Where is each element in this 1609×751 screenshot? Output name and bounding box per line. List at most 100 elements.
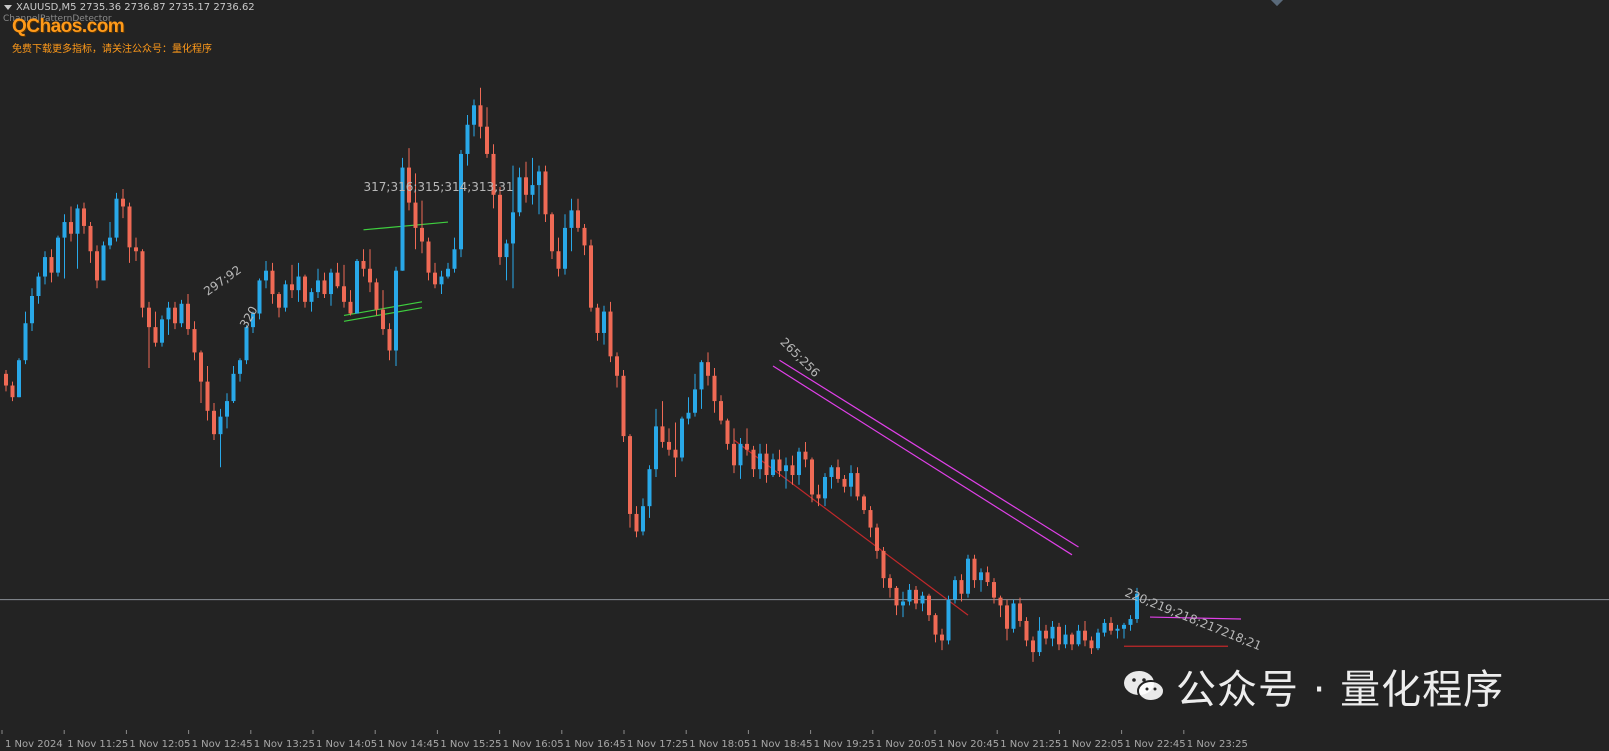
candle-bull[interactable] — [465, 124, 470, 154]
candle-bear[interactable] — [485, 126, 489, 154]
candle-bull[interactable] — [946, 599, 951, 641]
candle-bull[interactable] — [953, 580, 957, 600]
candle-bull[interactable] — [1102, 622, 1107, 633]
candle-bull[interactable] — [901, 601, 905, 606]
candle-bear[interactable] — [992, 582, 996, 598]
candle-bull[interactable] — [75, 208, 80, 234]
candle-bull[interactable] — [1011, 603, 1016, 629]
candle-bear[interactable] — [628, 436, 632, 514]
candle-bull[interactable] — [1115, 628, 1120, 631]
candle-bull[interactable] — [641, 506, 645, 532]
candle-bear[interactable] — [192, 329, 197, 353]
candle-bull[interactable] — [771, 459, 775, 476]
candle-bear[interactable] — [725, 420, 730, 444]
candle-bull[interactable] — [1050, 626, 1055, 639]
candle-bear[interactable] — [147, 307, 151, 328]
candle-bull[interactable] — [238, 360, 242, 374]
candle-bear[interactable] — [478, 105, 483, 127]
candle-bear[interactable] — [95, 251, 99, 281]
candle-bull[interactable] — [264, 270, 268, 281]
candle-bear[interactable] — [556, 251, 561, 269]
candle-bull[interactable] — [686, 412, 691, 419]
candle-bull[interactable] — [17, 360, 21, 398]
candle-bull[interactable] — [966, 558, 970, 594]
candle-bear[interactable] — [1083, 630, 1087, 641]
candle-bull[interactable] — [283, 284, 288, 308]
candle-bear[interactable] — [1031, 640, 1035, 653]
candle-bull[interactable] — [738, 443, 743, 466]
candle-bull[interactable] — [296, 276, 301, 291]
candle-bear[interactable] — [719, 401, 723, 421]
candle-bear[interactable] — [10, 385, 15, 398]
candle-bull[interactable] — [537, 171, 541, 186]
candle-bull[interactable] — [1135, 593, 1139, 620]
candle-bear[interactable] — [368, 268, 372, 283]
candle-bull[interactable] — [1076, 630, 1081, 645]
candle-bull[interactable] — [108, 237, 112, 246]
candle-bull[interactable] — [394, 270, 398, 351]
candle-bull[interactable] — [1128, 619, 1133, 625]
candle-bear[interactable] — [972, 558, 977, 581]
candle-bear[interactable] — [1005, 605, 1009, 629]
candle-bear[interactable] — [940, 634, 944, 641]
candle-bear[interactable] — [927, 595, 931, 616]
candle-bear[interactable] — [803, 451, 808, 460]
candle-bear[interactable] — [790, 465, 795, 476]
candle-bear[interactable] — [933, 615, 938, 635]
candle-bull[interactable] — [680, 418, 684, 458]
candle-bear[interactable] — [836, 467, 840, 479]
candle-bear[interactable] — [914, 589, 918, 604]
candle-bear[interactable] — [894, 587, 899, 606]
candle-bull[interactable] — [563, 227, 567, 269]
candle-bear[interactable] — [959, 580, 964, 594]
candle-bull[interactable] — [160, 319, 164, 343]
candle-bear[interactable] — [134, 247, 138, 252]
candle-bear[interactable] — [660, 426, 665, 442]
candle-bull[interactable] — [511, 212, 515, 244]
candle-bull[interactable] — [309, 292, 314, 302]
candle-bull[interactable] — [517, 177, 522, 213]
candle-bear[interactable] — [381, 309, 385, 330]
candle-bull[interactable] — [569, 210, 574, 228]
candle-bear[interactable] — [348, 301, 353, 314]
candle-bear[interactable] — [1044, 630, 1048, 639]
candle-bear[interactable] — [127, 206, 132, 248]
candle-bear[interactable] — [621, 375, 626, 437]
candle-bull[interactable] — [654, 426, 658, 470]
candle-bear[interactable] — [1089, 640, 1094, 649]
candle-bull[interactable] — [979, 572, 983, 581]
candle-bear[interactable] — [712, 375, 717, 402]
candle-bear[interactable] — [342, 286, 346, 302]
candle-bear[interactable] — [634, 513, 639, 532]
candle-bull[interactable] — [62, 222, 67, 238]
candle-bear[interactable] — [322, 280, 327, 295]
candle-bear[interactable] — [985, 572, 990, 583]
candle-bull[interactable] — [784, 465, 788, 472]
candle-bear[interactable] — [361, 260, 366, 269]
candle-bear[interactable] — [335, 272, 340, 287]
candle-bear[interactable] — [270, 270, 275, 295]
candle-bear[interactable] — [186, 303, 190, 330]
candle-bear[interactable] — [153, 327, 158, 343]
candle-bear[interactable] — [888, 578, 892, 588]
candle-bear[interactable] — [524, 177, 528, 195]
candle-bull[interactable] — [758, 453, 762, 470]
candle-bull[interactable] — [30, 296, 34, 324]
candle-bull[interactable] — [797, 451, 801, 476]
candle-bull[interactable] — [920, 595, 925, 604]
candle-bear[interactable] — [277, 294, 281, 308]
candle-bear[interactable] — [4, 373, 8, 386]
candle-bear[interactable] — [82, 208, 86, 226]
candle-bull[interactable] — [602, 311, 606, 333]
candle-bear[interactable] — [413, 202, 418, 228]
candle-bull[interactable] — [459, 153, 463, 250]
candle-bear[interactable] — [387, 329, 392, 351]
candle-bull[interactable] — [36, 276, 41, 296]
candle-bull[interactable] — [699, 362, 704, 390]
candle-bull[interactable] — [446, 268, 450, 277]
candle-bull[interactable] — [823, 476, 827, 499]
candle-bear[interactable] — [88, 225, 93, 252]
candle-bull[interactable] — [530, 185, 535, 195]
candle-bull[interactable] — [400, 167, 405, 271]
candle-bear[interactable] — [205, 381, 210, 411]
